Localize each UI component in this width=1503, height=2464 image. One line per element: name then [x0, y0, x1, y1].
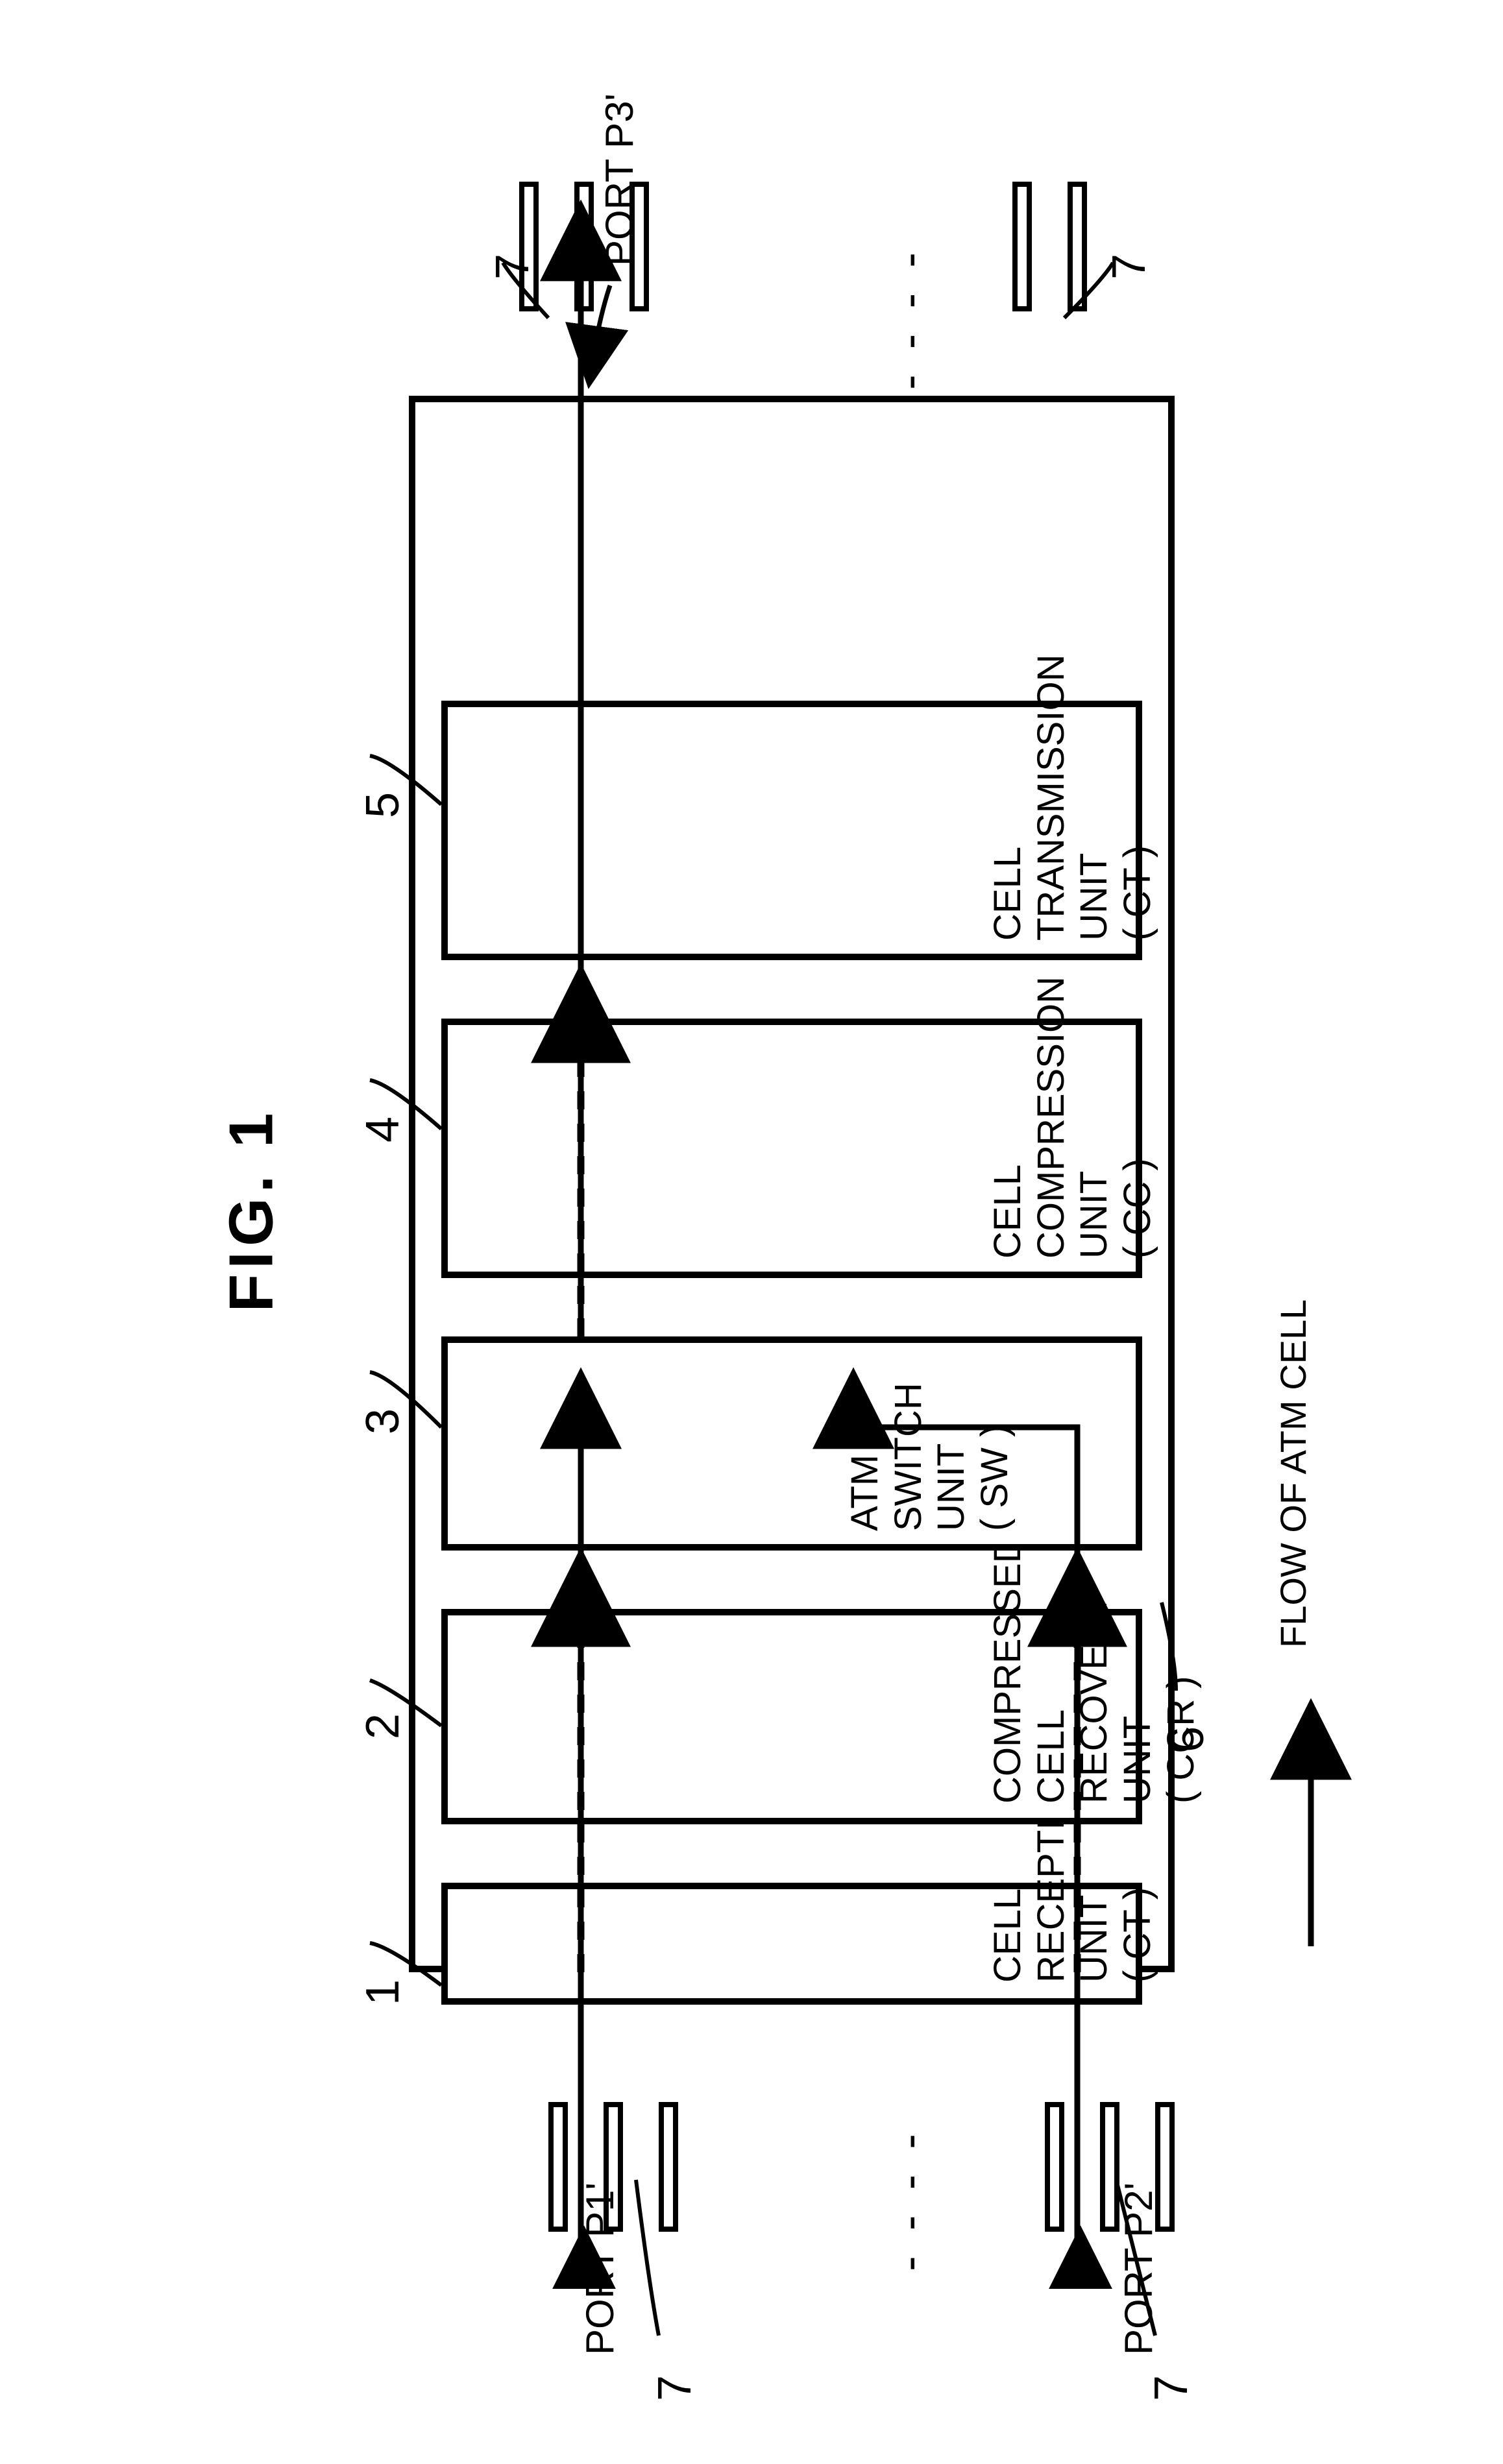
unit-compressed-cell-recovery-label: COMPRESSED CELL RECOVERY UNIT ( CCR ) — [986, 1536, 1203, 1804]
unit-cell-compression-label: CELL COMPRESSION UNIT ( CC ) — [986, 976, 1160, 1259]
ref-6: 6 — [1161, 1726, 1214, 1752]
port-stub — [659, 2102, 678, 2232]
port-p3-label: PORT P3' — [597, 93, 642, 266]
port-ellipsis-left: - - - - — [883, 2127, 935, 2271]
port-stub — [1068, 182, 1087, 311]
port-stub — [519, 182, 539, 311]
unit-atm-switch — [441, 1336, 1142, 1551]
ref-7-p1: 7 — [648, 2375, 702, 2401]
port-stub — [1012, 182, 1032, 311]
flow-of-atm-cell-label: FLOW OF ATM CELL — [1272, 1299, 1314, 1648]
ref-7-p3: 7 — [486, 254, 539, 280]
ref-4: 4 — [356, 1117, 409, 1142]
ref-7-p4: 7 — [1103, 254, 1156, 280]
port-stub — [1045, 2102, 1064, 2232]
unit-cell-transmission-label: CELL TRANSMISSION UNIT ( CT ) — [986, 655, 1160, 941]
port-stub — [574, 182, 594, 311]
port-p2-label: PORT P2' — [1116, 2182, 1161, 2355]
ref-3: 3 — [356, 1408, 409, 1434]
figure-title: FIG. 1 — [215, 1108, 287, 1312]
unit-atm-switch-label: ATM SWITCH UNIT ( SW ) — [844, 1383, 1017, 1531]
ref-7-p2: 7 — [1145, 2375, 1198, 2401]
ref-2: 2 — [356, 1713, 409, 1739]
ref-1: 1 — [356, 1979, 409, 2005]
port-ellipsis-right: - - - - — [883, 246, 935, 390]
ref-5: 5 — [356, 792, 409, 818]
port-stub — [548, 2102, 568, 2232]
port-p1-label: PORT P1' — [578, 2182, 622, 2355]
